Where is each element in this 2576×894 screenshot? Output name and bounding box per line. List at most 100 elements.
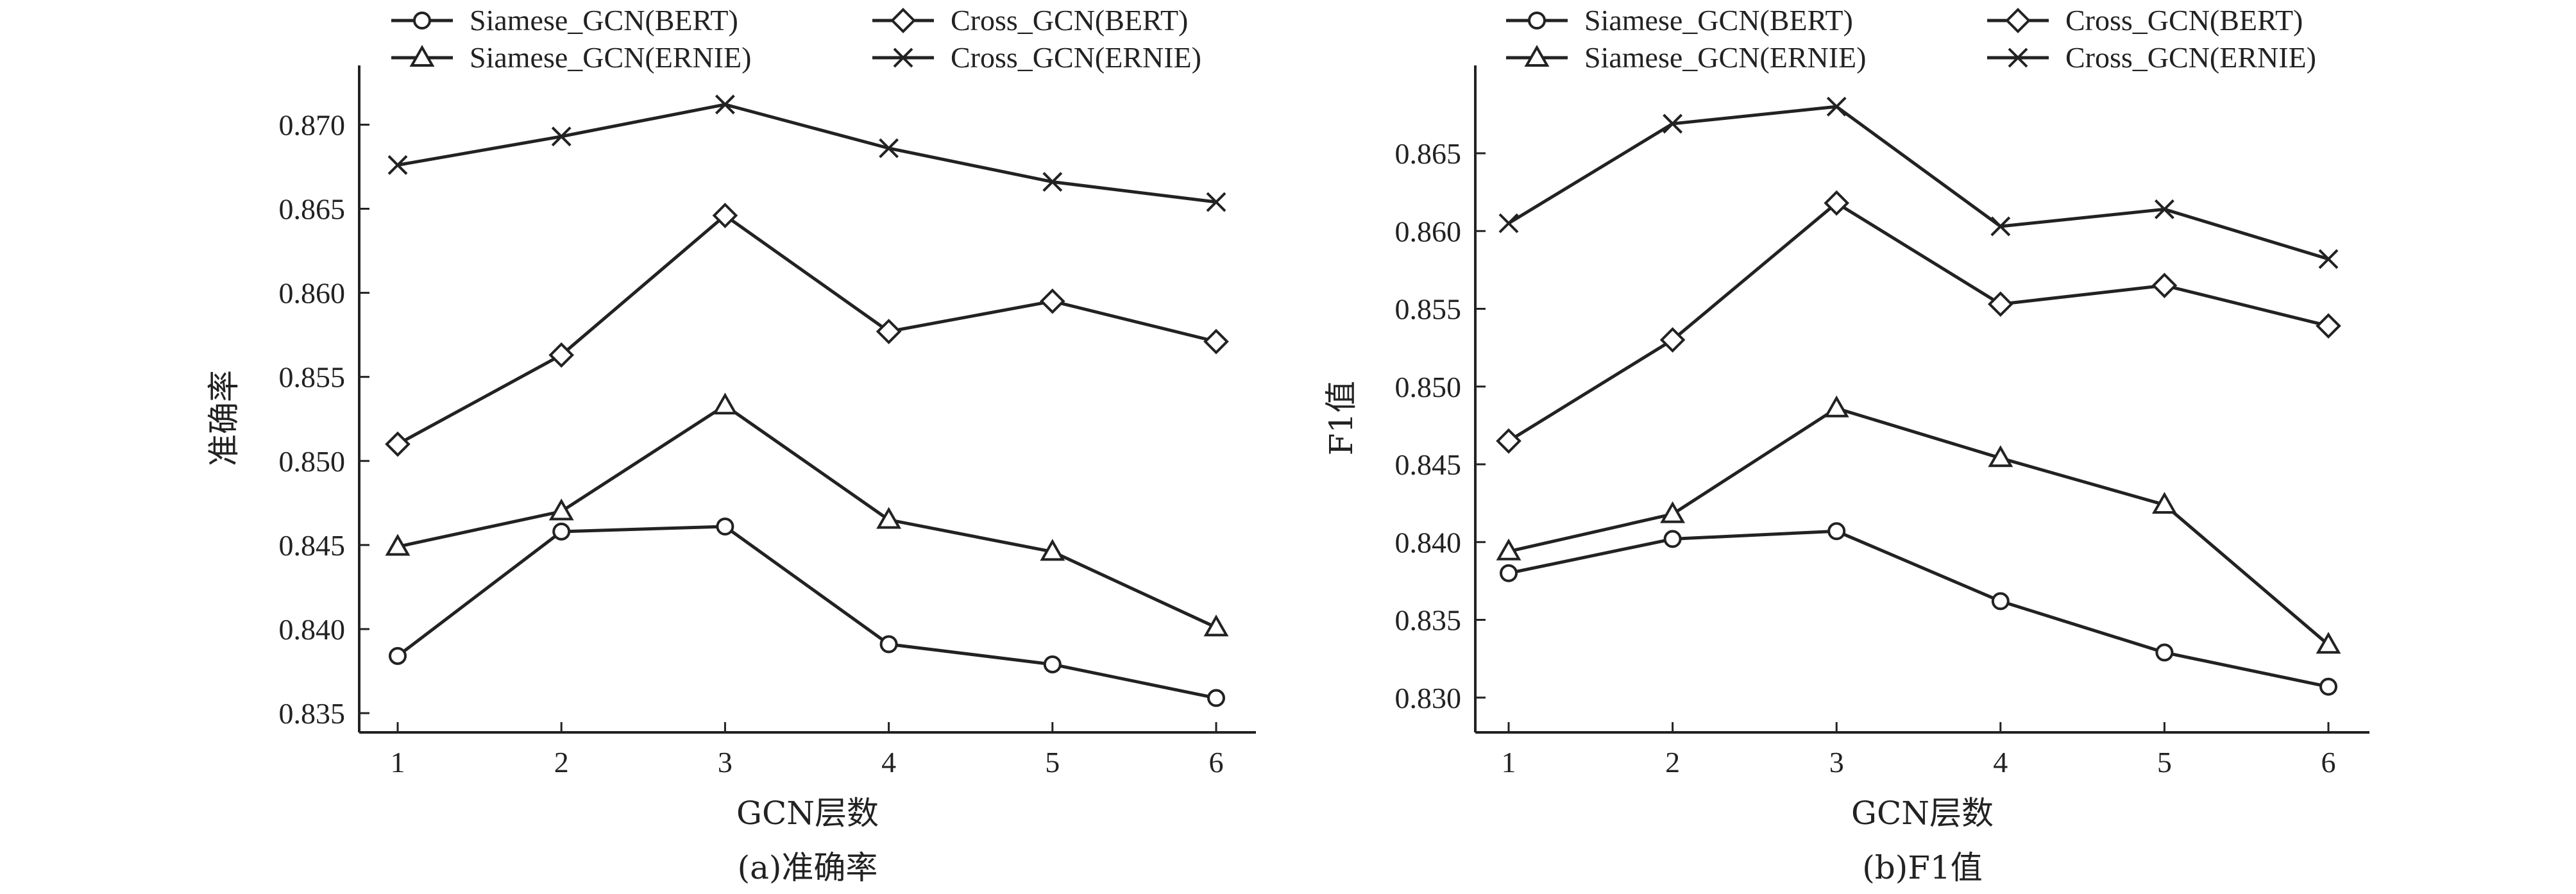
data-point bbox=[2316, 632, 2341, 654]
series-Siamese_GCN(ERNIE) bbox=[1496, 395, 2341, 654]
data-point bbox=[712, 203, 738, 228]
data-point bbox=[1496, 428, 1521, 454]
y-tick-label: 0.860 bbox=[1395, 215, 1462, 248]
data-point bbox=[1991, 592, 2010, 611]
panel-caption: (a)准确率 bbox=[738, 849, 878, 886]
series-line bbox=[397, 103, 1217, 204]
legend-item: Siamese_GCN(ERNIE) bbox=[391, 41, 751, 74]
legend-label: Siamese_GCN(BERT) bbox=[470, 4, 738, 37]
series-line bbox=[396, 525, 1217, 700]
data-point bbox=[1824, 190, 1850, 216]
y-tick-label: 0.850 bbox=[1395, 371, 1462, 403]
plot-area bbox=[385, 94, 1229, 707]
y-tick-label: 0.855 bbox=[279, 361, 346, 394]
y-tick-label: 0.855 bbox=[1395, 293, 1462, 326]
data-point bbox=[1498, 213, 1519, 233]
legend-label: Siamese_GCN(ERNIE) bbox=[470, 41, 751, 74]
y-tick-label: 0.860 bbox=[279, 277, 346, 310]
legend-item: Cross_GCN(BERT) bbox=[1987, 4, 2303, 37]
x-tick-label: 1 bbox=[1502, 746, 1516, 779]
legend-marker bbox=[2008, 47, 2028, 68]
data-point bbox=[2154, 199, 2174, 219]
legend-marker bbox=[893, 47, 913, 68]
data-point bbox=[879, 138, 899, 158]
data-point bbox=[712, 392, 738, 415]
data-point bbox=[385, 431, 411, 457]
data-point bbox=[2155, 643, 2174, 662]
chart-panel-accuracy: Siamese_GCN(BERT) Cross_GCN(BERT) Siamese_… bbox=[205, 4, 1256, 886]
data-point bbox=[1988, 445, 2013, 468]
data-point bbox=[387, 155, 408, 175]
data-point bbox=[1663, 114, 1683, 134]
x-tick-label: 5 bbox=[1045, 746, 1060, 779]
x-tick-label: 6 bbox=[2321, 746, 2336, 779]
series-line bbox=[396, 214, 1217, 446]
data-point bbox=[1663, 530, 1682, 548]
data-point bbox=[879, 635, 898, 654]
legend-label: Cross_GCN(ERNIE) bbox=[2065, 41, 2316, 74]
legend-label: Siamese_GCN(ERNIE) bbox=[1584, 41, 1866, 74]
legend-item: Siamese_GCN(ERNIE) bbox=[1506, 41, 1866, 74]
data-point bbox=[716, 518, 734, 536]
data-point bbox=[552, 522, 571, 541]
legend-label: Cross_GCN(BERT) bbox=[951, 4, 1188, 37]
series-Cross_GCN(ERNIE) bbox=[387, 94, 1226, 212]
x-tick-label: 5 bbox=[2157, 746, 2172, 779]
y-tick-label: 0.870 bbox=[279, 108, 346, 141]
y-tick-label: 0.835 bbox=[1395, 604, 1462, 637]
legend-marker bbox=[1528, 12, 1546, 30]
x-axis-title: GCN层数 bbox=[1851, 795, 1994, 832]
y-ticks: 0.830 0.835 0.840 0.845 0.850 0.855 0.860 0.865 bbox=[1395, 137, 1486, 714]
data-point bbox=[2151, 273, 2178, 298]
y-tick-label: 0.830 bbox=[1395, 682, 1462, 714]
data-point bbox=[385, 534, 411, 556]
legend-item: Siamese_GCN(BERT) bbox=[1506, 4, 1853, 37]
y-tick-label: 0.865 bbox=[279, 193, 346, 226]
series-line bbox=[1508, 529, 2329, 689]
data-point bbox=[1659, 327, 1686, 353]
legend-marker bbox=[409, 44, 435, 67]
data-point bbox=[2316, 313, 2341, 339]
series-Siamese_GCN(BERT) bbox=[1500, 522, 2337, 696]
y-tick-label: 0.845 bbox=[1395, 448, 1462, 481]
data-point bbox=[1039, 288, 1065, 314]
series-Cross_GCN(ERNIE) bbox=[1498, 96, 2339, 269]
legend: Siamese_GCN(BERT) Cross_GCN(BERT) Siamese_… bbox=[1506, 4, 2316, 74]
y-tick-label: 0.840 bbox=[1395, 526, 1462, 559]
x-tick-label: 2 bbox=[1665, 746, 1680, 779]
y-ticks: 0.835 0.840 0.845 0.850 0.855 0.860 0.865 0.870 bbox=[279, 108, 369, 730]
series-line bbox=[1507, 105, 2329, 261]
series-line bbox=[1508, 407, 2330, 646]
data-point bbox=[548, 498, 574, 521]
legend-item: Cross_GCN(ERNIE) bbox=[872, 41, 1201, 74]
data-point bbox=[1203, 328, 1229, 355]
data-point bbox=[1500, 564, 1518, 582]
data-point bbox=[876, 319, 902, 344]
series-Siamese_GCN(BERT) bbox=[389, 518, 1225, 707]
data-point bbox=[1496, 538, 1521, 561]
series-Siamese_GCN(ERNIE) bbox=[385, 392, 1229, 637]
chart-panel-f1: Siamese_GCN(BERT) Cross_GCN(BERT) Siamese_… bbox=[1323, 4, 2369, 886]
y-tick-label: 0.835 bbox=[279, 697, 346, 730]
legend-label: Cross_GCN(BERT) bbox=[2065, 4, 2303, 37]
y-axis-title: F1值 bbox=[1323, 381, 1360, 456]
x-tick-label: 4 bbox=[1993, 746, 2008, 779]
y-tick-label: 0.865 bbox=[1395, 137, 1462, 170]
x-tick-label: 6 bbox=[1209, 746, 1224, 779]
series-line bbox=[397, 403, 1217, 629]
data-point bbox=[1043, 655, 1062, 673]
data-point bbox=[551, 126, 572, 147]
data-point bbox=[2151, 492, 2177, 514]
x-tick-label: 3 bbox=[718, 746, 733, 779]
data-point bbox=[548, 342, 575, 368]
panel-caption: (b)F1值 bbox=[1862, 849, 1983, 886]
legend-item: Cross_GCN(BERT) bbox=[872, 4, 1188, 37]
x-tick-label: 1 bbox=[391, 746, 405, 779]
data-point bbox=[1040, 539, 1065, 561]
series-Cross_GCN(BERT) bbox=[385, 203, 1229, 457]
series-line bbox=[1507, 201, 2329, 443]
data-point bbox=[1203, 614, 1229, 637]
plot-area bbox=[1496, 96, 2341, 696]
data-point bbox=[2318, 249, 2339, 269]
